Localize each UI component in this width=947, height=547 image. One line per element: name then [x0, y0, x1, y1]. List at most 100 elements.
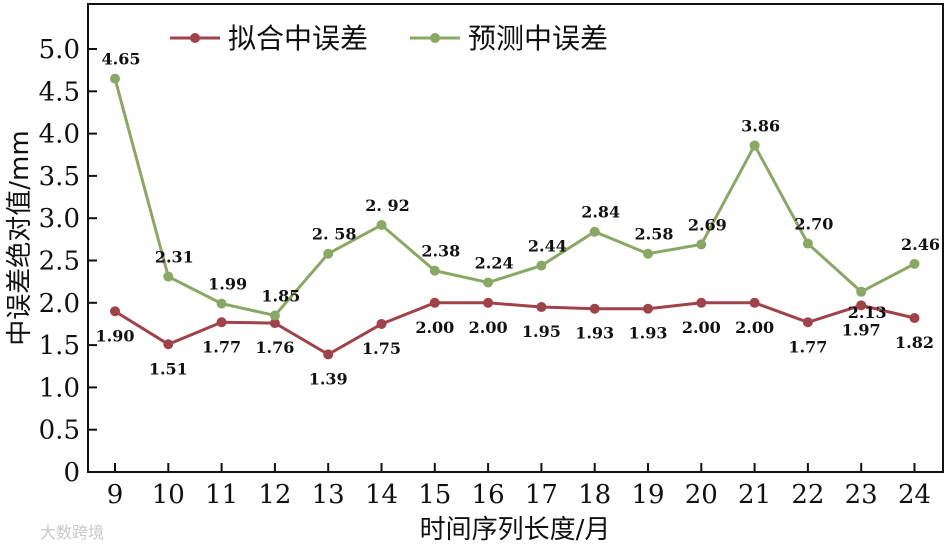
data-point: [216, 317, 227, 328]
x-tick-label: 22: [791, 480, 824, 510]
data-point: [802, 238, 813, 249]
data-point: [536, 260, 547, 271]
x-axis-title: 时间序列长度/月: [420, 515, 611, 545]
watermark: 大数跨境: [40, 523, 104, 542]
data-point: [483, 277, 494, 288]
data-label-pred: 2.44: [528, 237, 567, 256]
x-tick-label: 9: [107, 480, 124, 510]
data-label-fit: 1.39: [309, 369, 348, 388]
legend: 拟合中误差 预测中误差: [170, 22, 608, 55]
data-label-fit: 1.95: [522, 322, 561, 341]
y-tick-label: 1.5: [39, 331, 80, 361]
data-label-fit: 1.77: [788, 337, 827, 356]
data-point: [269, 310, 280, 321]
y-tick-label: 5.0: [39, 35, 80, 65]
data-point: [589, 226, 600, 237]
y-tick-label: 2.0: [39, 289, 80, 319]
data-point: [163, 339, 174, 350]
data-point: [429, 297, 440, 308]
plot-frame: [87, 3, 944, 473]
data-label-pred: 4.65: [102, 50, 141, 69]
data-label-pred: 2. 92: [365, 196, 410, 215]
data-point: [696, 297, 707, 308]
data-point: [269, 318, 280, 329]
data-label-fit: 2.00: [469, 318, 508, 337]
data-label-fit: 1.90: [96, 326, 135, 345]
data-label-pred: 2. 58: [312, 225, 357, 244]
data-point: [749, 297, 760, 308]
y-tick-label: 0: [63, 458, 80, 488]
data-point: [536, 302, 547, 313]
data-labels: 1.90 1.51 1.77 1.76 1.39 1.75 2.00 2.00 1.95 1.93…: [96, 50, 940, 389]
data-point: [163, 271, 174, 282]
y-tick-label: 3.0: [39, 204, 80, 234]
data-point: [376, 219, 387, 230]
series-lines: [110, 73, 920, 360]
data-point: [696, 239, 707, 250]
series-line-0: [114, 301, 915, 357]
data-label-pred: 2.46: [901, 235, 940, 254]
x-tick-label: 14: [365, 480, 398, 510]
data-point: [216, 298, 227, 309]
x-tick-label: 21: [738, 480, 771, 510]
data-label-fit: 2.00: [415, 318, 454, 337]
y-tick-label: 1.0: [39, 373, 80, 403]
data-point: [323, 349, 334, 360]
data-label-fit: 1.76: [255, 338, 294, 357]
data-point: [856, 300, 867, 311]
data-label-fit: 1.93: [629, 324, 668, 343]
x-tick-label: 12: [258, 480, 291, 510]
data-label-fit: 1.82: [895, 333, 934, 352]
y-tick-label: 0.5: [39, 416, 80, 446]
x-axis: 9 10 11 12 13 14 15 16 17 18 19 20 21 22 23 24: [107, 463, 931, 510]
series-line-1: [113, 78, 916, 318]
data-point: [589, 303, 600, 314]
data-label-fit: 1.51: [149, 359, 188, 378]
data-point: [643, 248, 653, 259]
data-point: [909, 258, 920, 269]
data-label-fit: 2.00: [682, 318, 721, 337]
data-label-pred: 2.84: [581, 203, 620, 222]
x-tick-label: 15: [418, 480, 451, 510]
data-point: [643, 303, 653, 314]
data-label-pred: 2.31: [155, 248, 194, 267]
y-tick-label: 2.5: [39, 247, 80, 277]
x-tick-label: 23: [845, 480, 878, 510]
data-point: [749, 140, 760, 151]
legend-marker-pred-dot: [430, 33, 440, 43]
data-label-pred: 2.70: [794, 215, 833, 234]
data-point: [323, 248, 334, 259]
y-tick-label: 3.5: [39, 162, 80, 192]
data-point: [376, 318, 387, 329]
x-tick-label: 11: [205, 480, 238, 510]
y-axis: 0 0.5 1.0 1.5 2.0 2.5 3.0 3.5 4.0 4.5 5.0: [39, 35, 97, 488]
data-label-fit: 1.75: [362, 339, 401, 358]
data-label-pred: 2.24: [475, 253, 514, 272]
data-label-pred: 1.85: [261, 286, 300, 305]
data-label-fit: 1.77: [202, 337, 241, 356]
legend-label-pred: 预测中误差: [468, 22, 608, 55]
data-label-fit: 1.93: [575, 324, 614, 343]
y-axis-title: 中误差绝对值/mm: [5, 130, 35, 345]
x-tick-label: 19: [631, 480, 664, 510]
data-label-pred: 2.58: [635, 225, 674, 244]
data-label-fit: 1.97: [842, 320, 881, 339]
data-point: [110, 73, 120, 84]
legend-marker-fit-dot: [190, 33, 200, 43]
x-tick-label: 10: [152, 480, 185, 510]
y-tick-label: 4.5: [39, 77, 80, 107]
data-label-fit: 2.00: [735, 318, 774, 337]
data-label-pred: 3.86: [741, 116, 780, 135]
data-label-pred: 2.69: [688, 215, 727, 234]
x-tick-label: 16: [472, 480, 505, 510]
data-point: [110, 306, 120, 317]
data-point: [483, 297, 494, 308]
x-tick-label: 24: [898, 480, 931, 510]
y-tick-label: 4.0: [39, 120, 80, 150]
data-point: [856, 286, 867, 297]
x-tick-label: 17: [525, 480, 558, 510]
legend-label-fit: 拟合中误差: [228, 22, 368, 55]
data-label-pred: 1.99: [208, 275, 247, 294]
x-tick-label: 20: [685, 480, 718, 510]
